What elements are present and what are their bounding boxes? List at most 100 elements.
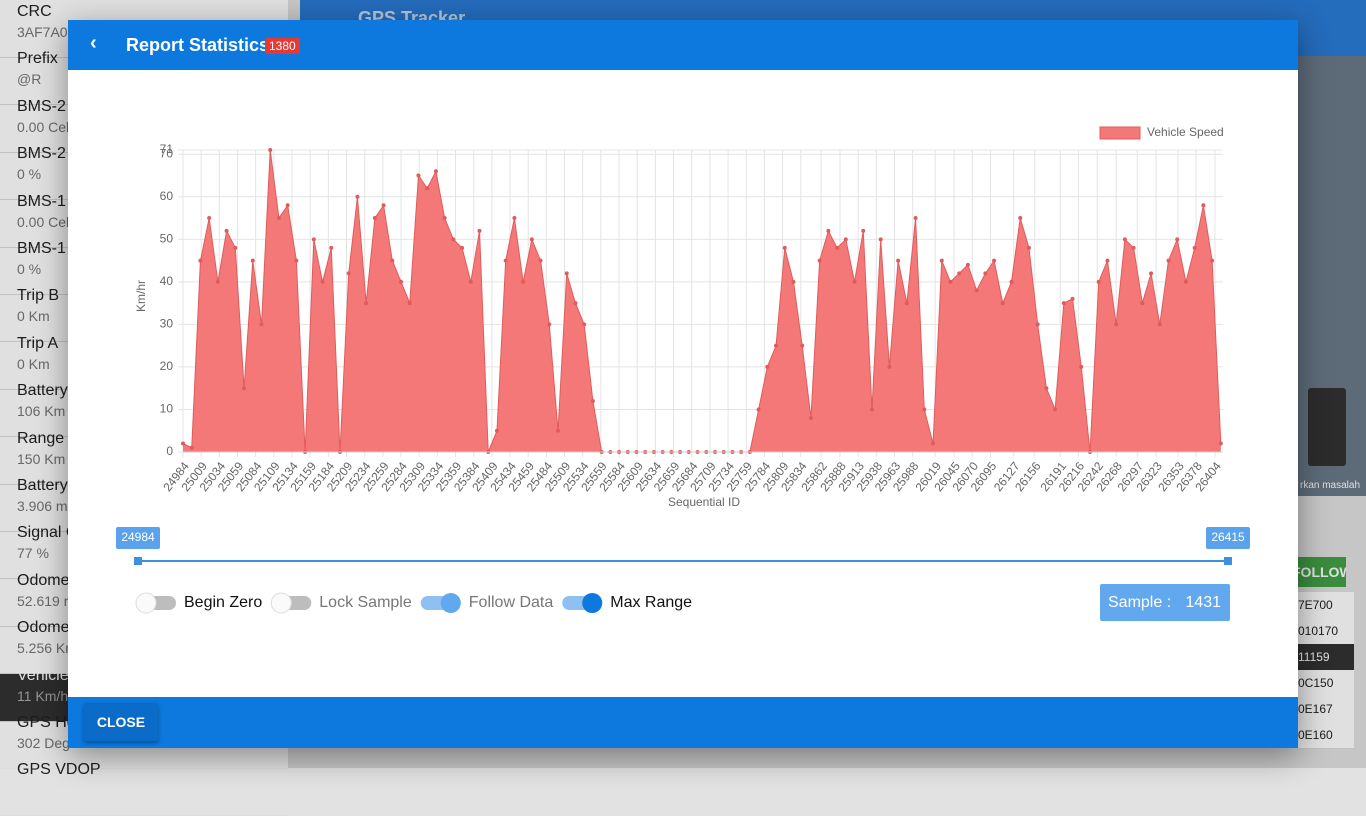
- point: [320, 279, 325, 284]
- point: [451, 237, 456, 242]
- point: [1131, 245, 1136, 250]
- point: [425, 186, 430, 191]
- sidebar-item: BMS-2 0.00 Cel: [0, 98, 288, 153]
- item-value: 0.00 Cel: [17, 213, 70, 230]
- point: [442, 216, 447, 221]
- point: [965, 262, 970, 267]
- sidebar-item: Range A 150 Km: [0, 430, 288, 485]
- item-label: GPS He: [17, 714, 76, 731]
- toggle-label: Lock Sample: [319, 594, 412, 611]
- item-label: Odome: [17, 571, 70, 589]
- y-axis-label: Km/hr: [134, 280, 148, 312]
- toggle-label: Begin Zero: [184, 594, 262, 611]
- item-label: Battery: [17, 382, 68, 400]
- slider-value: 26415: [1211, 530, 1245, 544]
- slider-handle[interactable]: [134, 557, 142, 565]
- item-value: 52.619 m: [17, 592, 76, 609]
- point: [276, 216, 281, 221]
- item-label: Battery: [17, 477, 68, 494]
- close-button[interactable]: CLOSE: [84, 703, 158, 741]
- point: [1009, 279, 1014, 284]
- item-value: 11 Km/h: [17, 687, 69, 704]
- point: [1079, 364, 1084, 369]
- point: [939, 258, 944, 263]
- point: [957, 271, 962, 276]
- point: [242, 386, 247, 391]
- y-tick-label: 71: [160, 142, 174, 156]
- point: [922, 407, 927, 412]
- item-label: Range A: [17, 429, 79, 447]
- item-label: Odome: [17, 619, 70, 637]
- point: [294, 258, 299, 263]
- point: [399, 279, 404, 284]
- point: [1053, 407, 1058, 412]
- dialog-header: ‹ Report Statistics 1380: [68, 20, 1298, 70]
- toggle-thumb: [582, 593, 603, 613]
- y-tick-label: 20: [160, 359, 174, 373]
- map-note: rkan masalah: [1300, 480, 1361, 491]
- toggle-thumb: [440, 593, 461, 613]
- toggle[interactable]: Begin Zero: [135, 592, 262, 614]
- code: 0E167: [1298, 696, 1354, 723]
- point: [756, 407, 761, 412]
- follow-button[interactable]: FOLLOW: [1292, 557, 1346, 587]
- zoom-control: [1308, 388, 1346, 466]
- point: [843, 237, 848, 242]
- area: [183, 150, 1221, 452]
- point: [835, 245, 840, 250]
- point: [913, 216, 918, 221]
- toggle[interactable]: Follow Data: [420, 593, 554, 613]
- legend-label: Vehicle Speed: [1147, 125, 1224, 139]
- point: [869, 407, 874, 412]
- point: [494, 428, 499, 433]
- item-label: BMS-1: [17, 192, 66, 210]
- toggle[interactable]: Lock Sample: [270, 592, 412, 614]
- item-label: CRC: [17, 3, 52, 20]
- point: [1061, 301, 1066, 306]
- map: rkan masalah: [1298, 56, 1366, 496]
- point: [433, 169, 438, 174]
- point: [1000, 301, 1005, 306]
- sample-value: 1431: [1185, 594, 1221, 611]
- point: [207, 216, 212, 221]
- point: [181, 441, 185, 446]
- point: [983, 271, 988, 276]
- point: [329, 245, 334, 250]
- point: [215, 279, 220, 284]
- y-tick-label: 70: [160, 146, 174, 160]
- point: [407, 301, 412, 306]
- point: [285, 203, 290, 208]
- point: [1201, 203, 1206, 208]
- point: [189, 445, 194, 450]
- toggle[interactable]: Max Range: [562, 593, 692, 613]
- point: [1175, 237, 1180, 242]
- point: [1166, 258, 1171, 263]
- item-value: @R: [17, 71, 42, 88]
- item-value: 5.256 Km: [17, 640, 77, 657]
- slider-handle[interactable]: [1224, 557, 1232, 565]
- y-tick-label: 40: [160, 274, 174, 288]
- toggle-label: Max Range: [610, 594, 692, 611]
- sample-box: [1100, 584, 1230, 621]
- point: [538, 258, 543, 263]
- point: [582, 322, 587, 327]
- point: [974, 288, 979, 293]
- badge: 1380: [265, 38, 300, 54]
- point: [381, 203, 386, 208]
- y-tick-label: 0: [166, 444, 173, 458]
- point: [529, 237, 534, 242]
- point: [460, 245, 465, 250]
- toggle-label: Follow Data: [469, 594, 554, 611]
- point: [590, 398, 595, 403]
- point: [992, 258, 997, 263]
- item-value: 106 Km: [17, 403, 66, 420]
- point: [564, 271, 569, 276]
- toggle-thumb: [270, 592, 292, 614]
- y-tick-label: 30: [160, 317, 174, 331]
- legend-swatch: [1099, 126, 1141, 140]
- point: [1070, 296, 1075, 301]
- back-button[interactable]: ‹: [90, 32, 97, 54]
- item-label: Signal C: [17, 524, 78, 542]
- point: [1140, 301, 1145, 306]
- dialog-title: Report Statistics: [126, 35, 270, 55]
